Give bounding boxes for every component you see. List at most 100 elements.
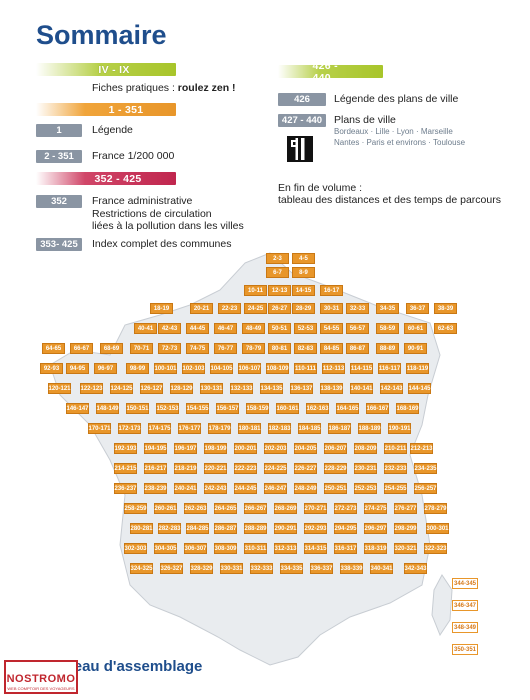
map-tile-290-291[interactable]: 290-291 xyxy=(274,523,297,534)
map-tile-128-129[interactable]: 128-129 xyxy=(170,383,193,394)
map-tile-332-333[interactable]: 332-333 xyxy=(250,563,273,574)
map-tile-300-301[interactable]: 300-301 xyxy=(426,523,449,534)
map-tile-194-195[interactable]: 194-195 xyxy=(144,443,167,454)
map-tile-274-275[interactable]: 274-275 xyxy=(364,503,387,514)
map-tile-106-107[interactable]: 106-107 xyxy=(238,363,261,374)
map-tile-336-337[interactable]: 336-337 xyxy=(310,563,333,574)
map-tile-232-233[interactable]: 232-233 xyxy=(384,463,407,474)
map-tile-158-159[interactable]: 158-159 xyxy=(246,403,269,414)
map-tile-186-187[interactable]: 186-187 xyxy=(328,423,351,434)
map-tile-286-287[interactable]: 286-287 xyxy=(214,523,237,534)
map-tile-76-77[interactable]: 76-77 xyxy=(214,343,237,354)
map-tile-152-153[interactable]: 152-153 xyxy=(156,403,179,414)
map-tile-338-339[interactable]: 338-339 xyxy=(340,563,363,574)
map-tile-342-343[interactable]: 342-343 xyxy=(404,563,427,574)
map-tile-260-261[interactable]: 260-261 xyxy=(154,503,177,514)
map-tile-258-259[interactable]: 258-259 xyxy=(124,503,147,514)
map-tile-246-247[interactable]: 246-247 xyxy=(264,483,287,494)
map-tile-228-229[interactable]: 228-229 xyxy=(324,463,347,474)
map-tile-134-135[interactable]: 134-135 xyxy=(260,383,283,394)
map-tile-170-171[interactable]: 170-171 xyxy=(88,423,111,434)
map-tile-28-29[interactable]: 28-29 xyxy=(292,303,315,314)
map-tile-210-211[interactable]: 210-211 xyxy=(384,443,407,454)
map-tile-198-199[interactable]: 198-199 xyxy=(204,443,227,454)
map-tile-160-161[interactable]: 160-161 xyxy=(276,403,299,414)
map-tile-266-267[interactable]: 266-267 xyxy=(244,503,267,514)
map-tile-282-283[interactable]: 282-283 xyxy=(158,523,181,534)
map-tile-348-349[interactable]: 348-349 xyxy=(452,622,478,633)
map-tile-270-271[interactable]: 270-271 xyxy=(304,503,327,514)
map-tile-138-139[interactable]: 138-139 xyxy=(320,383,343,394)
map-tile-32-33[interactable]: 32-33 xyxy=(346,303,369,314)
map-tile-10-11[interactable]: 10-11 xyxy=(244,285,267,296)
map-tile-164-165[interactable]: 164-165 xyxy=(336,403,359,414)
map-tile-302-303[interactable]: 302-303 xyxy=(124,543,147,554)
map-tile-264-265[interactable]: 264-265 xyxy=(214,503,237,514)
map-tile-350-351[interactable]: 350-351 xyxy=(452,644,478,655)
map-tile-346-347[interactable]: 346-347 xyxy=(452,600,478,611)
map-tile-182-183[interactable]: 182-183 xyxy=(268,423,291,434)
map-tile-254-255[interactable]: 254-255 xyxy=(384,483,407,494)
map-tile-174-175[interactable]: 174-175 xyxy=(148,423,171,434)
map-tile-112-113[interactable]: 112-113 xyxy=(322,363,345,374)
map-tile-310-311[interactable]: 310-311 xyxy=(244,543,267,554)
map-tile-14-15[interactable]: 14-15 xyxy=(292,285,315,296)
map-tile-88-89[interactable]: 88-89 xyxy=(376,343,399,354)
map-tile-8-9[interactable]: 8-9 xyxy=(292,267,315,278)
map-tile-162-163[interactable]: 162-163 xyxy=(306,403,329,414)
map-tile-280-281[interactable]: 280-281 xyxy=(130,523,153,534)
map-tile-100-101[interactable]: 100-101 xyxy=(154,363,177,374)
map-tile-298-299[interactable]: 298-299 xyxy=(394,523,417,534)
map-tile-344-345[interactable]: 344-345 xyxy=(452,578,478,589)
map-tile-22-23[interactable]: 22-23 xyxy=(218,303,241,314)
map-tile-70-71[interactable]: 70-71 xyxy=(130,343,153,354)
map-tile-52-53[interactable]: 52-53 xyxy=(294,323,317,334)
map-tile-136-137[interactable]: 136-137 xyxy=(290,383,313,394)
map-tile-222-223[interactable]: 222-223 xyxy=(234,463,257,474)
map-tile-68-69[interactable]: 68-69 xyxy=(100,343,123,354)
map-tile-312-313[interactable]: 312-313 xyxy=(274,543,297,554)
map-tile-104-105[interactable]: 104-105 xyxy=(210,363,233,374)
map-tile-224-225[interactable]: 224-225 xyxy=(264,463,287,474)
map-tile-168-169[interactable]: 168-169 xyxy=(396,403,419,414)
map-tile-84-85[interactable]: 84-85 xyxy=(320,343,343,354)
map-tile-166-167[interactable]: 166-167 xyxy=(366,403,389,414)
map-tile-220-221[interactable]: 220-221 xyxy=(204,463,227,474)
map-tile-296-297[interactable]: 296-297 xyxy=(364,523,387,534)
map-tile-66-67[interactable]: 66-67 xyxy=(70,343,93,354)
map-tile-118-119[interactable]: 118-119 xyxy=(406,363,429,374)
map-tile-212-213[interactable]: 212-213 xyxy=(410,443,433,454)
map-tile-12-13[interactable]: 12-13 xyxy=(268,285,291,296)
map-tile-78-79[interactable]: 78-79 xyxy=(242,343,265,354)
map-tile-44-45[interactable]: 44-45 xyxy=(186,323,209,334)
map-tile-94-95[interactable]: 94-95 xyxy=(66,363,89,374)
map-tile-150-151[interactable]: 150-151 xyxy=(126,403,149,414)
map-tile-326-327[interactable]: 326-327 xyxy=(160,563,183,574)
map-tile-172-173[interactable]: 172-173 xyxy=(118,423,141,434)
map-tile-36-37[interactable]: 36-37 xyxy=(406,303,429,314)
map-tile-98-99[interactable]: 98-99 xyxy=(126,363,149,374)
map-tile-90-91[interactable]: 90-91 xyxy=(404,343,427,354)
map-tile-114-115[interactable]: 114-115 xyxy=(350,363,373,374)
map-tile-218-219[interactable]: 218-219 xyxy=(174,463,197,474)
map-tile-204-205[interactable]: 204-205 xyxy=(294,443,317,454)
map-tile-42-43[interactable]: 42-43 xyxy=(158,323,181,334)
map-tile-234-235[interactable]: 234-235 xyxy=(414,463,437,474)
map-tile-324-325[interactable]: 324-325 xyxy=(130,563,153,574)
map-tile-48-49[interactable]: 48-49 xyxy=(242,323,265,334)
map-tile-284-285[interactable]: 284-285 xyxy=(186,523,209,534)
map-tile-126-127[interactable]: 126-127 xyxy=(140,383,163,394)
map-tile-102-103[interactable]: 102-103 xyxy=(182,363,205,374)
map-tile-38-39[interactable]: 38-39 xyxy=(434,303,457,314)
map-tile-26-27[interactable]: 26-27 xyxy=(268,303,291,314)
map-tile-288-289[interactable]: 288-289 xyxy=(244,523,267,534)
map-tile-140-141[interactable]: 140-141 xyxy=(350,383,373,394)
map-tile-62-63[interactable]: 62-63 xyxy=(434,323,457,334)
map-tile-180-181[interactable]: 180-181 xyxy=(238,423,261,434)
map-tile-110-111[interactable]: 110-111 xyxy=(294,363,317,374)
map-tile-148-149[interactable]: 148-149 xyxy=(96,403,119,414)
map-tile-86-87[interactable]: 86-87 xyxy=(346,343,369,354)
map-tile-340-341[interactable]: 340-341 xyxy=(370,563,393,574)
map-tile-74-75[interactable]: 74-75 xyxy=(186,343,209,354)
map-tile-202-203[interactable]: 202-203 xyxy=(264,443,287,454)
